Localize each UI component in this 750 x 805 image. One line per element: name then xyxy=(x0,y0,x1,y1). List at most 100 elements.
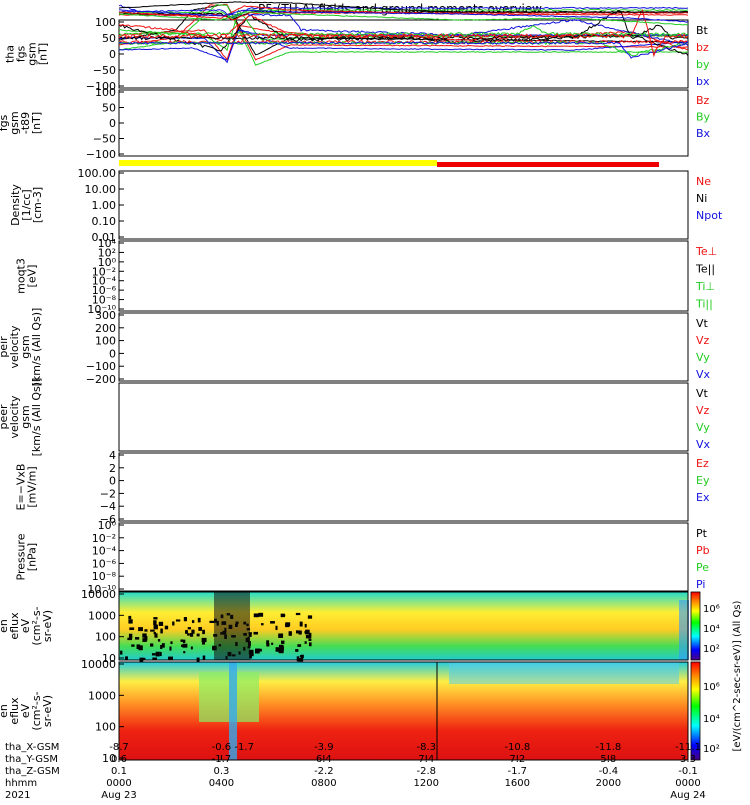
y-axis-label-line: eflux xyxy=(8,697,21,725)
spectrogram-pixel xyxy=(266,643,270,647)
spectrogram-pixel xyxy=(164,625,169,630)
y-axis-label-line: -t89 xyxy=(19,112,32,134)
spectrogram-pixel xyxy=(152,657,157,660)
spectrogram-pixel xyxy=(129,627,135,631)
colorbar-lower xyxy=(690,661,701,761)
y-tick-label: −100 xyxy=(86,360,116,373)
colorbar-upper xyxy=(690,591,701,661)
y-tick-label: 10⁻¹⁰ xyxy=(87,583,116,596)
legend-entry: Vx xyxy=(696,368,711,381)
y-tick-label: 100 xyxy=(95,16,116,29)
spectrogram-pixel xyxy=(196,633,200,637)
x-row-value: -10.8 xyxy=(504,742,530,753)
panel-frame xyxy=(118,89,689,157)
y-axis-label-line: [1/cc] xyxy=(20,189,33,220)
y-tick-label: 50 xyxy=(102,32,116,45)
spectrogram-pixel xyxy=(183,617,188,622)
spectrogram-pixel xyxy=(141,657,146,661)
colorbar-tick: 10⁴ xyxy=(703,714,720,725)
x-row-value: 0800 xyxy=(311,778,336,789)
legend-entry: Bx xyxy=(696,127,711,140)
x-row-value: -0.1 xyxy=(678,766,698,777)
y-axis-label: thapeervelocitygsm[km/s (All Qs)] xyxy=(0,378,43,457)
spectrogram-pixel xyxy=(135,637,140,640)
spectrogram-pixel xyxy=(161,643,165,648)
y-tick-label: 10⁰ xyxy=(98,519,117,532)
panel-frame xyxy=(118,591,689,661)
legend-entry: Pe xyxy=(696,561,709,574)
spectrogram-pixel xyxy=(248,649,254,655)
y-tick-label: 0.01 xyxy=(92,231,117,244)
spectrogram-pixel xyxy=(182,639,186,644)
colorbar-tick: 10⁶ xyxy=(703,604,720,615)
trace-bz xyxy=(118,4,688,61)
y-axis-label-line: peir xyxy=(0,336,10,358)
spectrogram-pixel xyxy=(144,629,148,632)
spectrogram-pixel xyxy=(278,644,284,647)
legend-entry: Ez xyxy=(696,457,709,470)
y-axis-label: moqt3[eV] xyxy=(15,258,39,294)
spectrogram-pixel xyxy=(154,633,158,638)
colorbar: 10⁶ 10⁴ 10² 10⁶ 10⁴ 10² [eV/(cm^2-sec-sr… xyxy=(690,591,743,761)
y-tick-label: 0.10 xyxy=(92,215,117,228)
colorbar-tick: 10² xyxy=(703,744,720,755)
spectrogram-pixel xyxy=(142,633,147,638)
trace-pt xyxy=(118,1,689,13)
spectrogram-pixel xyxy=(168,656,173,660)
y-tick-label: 200 xyxy=(95,322,116,335)
legend-entry: Ex xyxy=(696,491,710,504)
y-axis-label-line: peer xyxy=(0,404,10,430)
y-axis-label: thafgsgsm-t89[nT] xyxy=(0,111,43,134)
spectrogram-pixel xyxy=(175,619,181,622)
x-row-value: -8.7 xyxy=(109,742,129,753)
spectrogram-band xyxy=(229,662,237,760)
y-tick-label: 0 xyxy=(109,347,116,360)
x-row-value: 0.3 xyxy=(213,766,229,777)
spectrogram-pixel xyxy=(278,633,284,638)
y-tick-label: 10000 xyxy=(81,658,116,671)
spectrogram-image xyxy=(119,592,688,660)
x-row-value: -1.7 xyxy=(234,742,254,753)
spectrogram-pixel xyxy=(270,621,275,624)
y-tick-label: 10.00 xyxy=(85,183,117,196)
y-axis-label-line: [nT] xyxy=(37,43,50,65)
spectrogram-pixel xyxy=(183,651,186,654)
x-row-value: -2.2 xyxy=(314,766,334,777)
spectrogram-pixel xyxy=(153,617,158,620)
legend-entry: Ey xyxy=(696,474,710,487)
spectrogram-pixel xyxy=(138,645,143,651)
spectrogram-pixel xyxy=(202,655,206,661)
spectrogram-pixel xyxy=(248,633,252,637)
spectrogram-pixel xyxy=(256,648,260,652)
legend-entry: Ni xyxy=(696,192,707,205)
y-tick-label: 100.00 xyxy=(78,167,117,180)
y-axis-label-line: en xyxy=(0,619,10,633)
spectrogram-pixel xyxy=(295,630,300,634)
y-axis-label-line: eV xyxy=(19,703,32,718)
y-tick-label: −200 xyxy=(86,373,116,386)
y-axis-label: thapeerenefluxeV(cm²-s-sr-eV) xyxy=(0,691,54,730)
spectrogram-pixel xyxy=(298,630,302,635)
colorbar-tick: 10² xyxy=(703,644,720,655)
panel-frame xyxy=(118,312,689,382)
spectrogram-pixel xyxy=(125,656,128,661)
panel-peir-velocity: 3002001000−100−200thapeirvelocitygsm[km/… xyxy=(0,10,711,386)
y-axis-label-line: E=−VxB xyxy=(15,464,28,511)
y-axis-label-line: sr-eV) xyxy=(41,695,54,727)
spectrogram-band xyxy=(214,592,250,660)
spectrogram-pixel xyxy=(253,613,259,618)
y-tick-label: −100 xyxy=(86,148,116,161)
x-row-value: -11.8 xyxy=(595,742,621,753)
legend-entry: Te⊥ xyxy=(695,245,717,258)
panel-frame xyxy=(118,170,689,240)
y-axis-label-line: [mV/m] xyxy=(26,466,39,507)
mode-bar-yellow xyxy=(119,160,437,166)
spectrogram-pixel xyxy=(131,644,135,647)
spectrogram-pixel xyxy=(128,615,132,620)
y-tick-label: 10⁻² xyxy=(92,532,116,545)
y-tick-label: 100 xyxy=(95,631,116,644)
spectrogram-pixel xyxy=(308,638,312,641)
legend-entry: Vx xyxy=(696,438,711,451)
x-year: 2021 xyxy=(5,790,30,800)
y-axis-label-line: (cm²-s- xyxy=(30,691,43,730)
